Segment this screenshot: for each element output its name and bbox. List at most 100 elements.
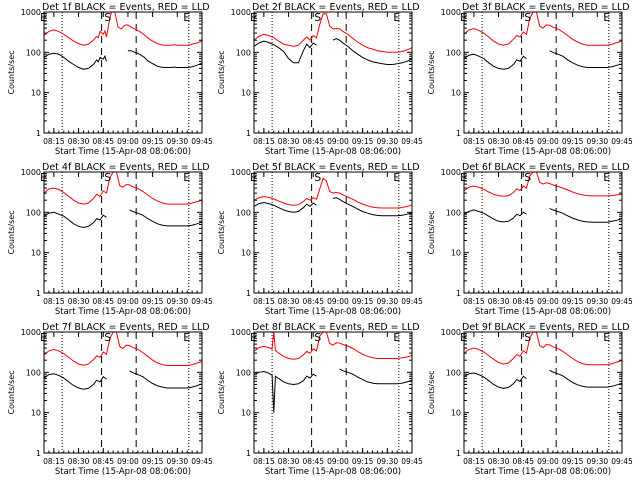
plot-frame — [43, 11, 203, 134]
x-tick-label: 08:15 — [43, 297, 65, 306]
y-tick-label: 10 — [241, 249, 251, 258]
x-tick-label: 09:00 — [117, 137, 139, 146]
chart-title: Det 2f BLACK = Events, RED = LLD — [252, 2, 420, 13]
y-tick-label: 1000 — [441, 168, 461, 177]
interval-marker-label: S — [104, 171, 111, 184]
series-line-events — [253, 197, 413, 217]
series-line-lld — [463, 11, 623, 46]
chart-title: Det 8f BLACK = Events, RED = LLD — [252, 322, 420, 333]
plot-frame — [253, 171, 413, 294]
x-tick-label: 08:30 — [68, 297, 90, 306]
x-tick-label: 09:30 — [167, 297, 189, 306]
y-tick-label: 10 — [451, 89, 461, 98]
x-tick-label: 09:00 — [327, 297, 349, 306]
x-tick-label: 08:15 — [253, 457, 275, 466]
x-axis-label: Start Time (15-Apr-08 08:06:00) — [475, 147, 611, 157]
x-tick-label: 09:30 — [167, 457, 189, 466]
series-line-lld — [253, 331, 413, 360]
y-tick-label: 1 — [36, 289, 41, 298]
series-line-events — [463, 369, 623, 389]
x-tick-label: 08:45 — [302, 297, 324, 306]
chart-title: Det 9f BLACK = Events, RED = LLD — [462, 322, 630, 333]
y-tick-label: 1000 — [21, 8, 41, 17]
y-tick-label: 1 — [246, 449, 251, 458]
x-tick-label: 08:30 — [278, 137, 300, 146]
x-tick-label: 08:30 — [488, 297, 510, 306]
x-tick-label: 09:45 — [191, 297, 213, 306]
series-line-lld — [43, 331, 203, 366]
x-tick-label: 09:00 — [537, 457, 559, 466]
series-line-events — [463, 207, 623, 223]
interval-marker-label: S — [314, 331, 321, 344]
y-tick-label: 1 — [246, 289, 251, 298]
x-tick-label: 08:15 — [43, 137, 65, 146]
series-line-events — [43, 50, 203, 70]
x-tick-label: 08:15 — [463, 457, 485, 466]
interval-marker-label: S — [314, 11, 321, 24]
y-tick-label: 1 — [456, 289, 461, 298]
y-axis-label: Counts/sec — [7, 50, 16, 94]
y-tick-label: 100 — [446, 208, 461, 217]
interval-marker-label: S — [524, 171, 531, 184]
y-tick-label: 1000 — [441, 328, 461, 337]
x-tick-label: 09:15 — [562, 297, 584, 306]
y-axis-label: Counts/sec — [427, 50, 436, 94]
x-tick-label: 08:30 — [278, 297, 300, 306]
y-tick-label: 100 — [446, 368, 461, 377]
x-tick-label: 08:45 — [92, 297, 114, 306]
x-tick-label: 09:45 — [191, 137, 213, 146]
y-axis-label: Counts/sec — [7, 370, 16, 414]
series-line-lld — [463, 331, 623, 366]
series-line-lld — [43, 171, 203, 205]
series-line-events — [463, 50, 623, 70]
y-tick-label: 10 — [31, 249, 41, 258]
x-axis-label: Start Time (15-Apr-08 08:06:00) — [475, 307, 611, 317]
x-tick-label: 09:15 — [142, 457, 164, 466]
x-tick-label: 09:00 — [117, 457, 139, 466]
chart-title: Det 5f BLACK = Events, RED = LLD — [252, 162, 420, 173]
series-line-lld — [43, 11, 203, 46]
y-tick-label: 100 — [236, 48, 251, 57]
chart-title: Det 3f BLACK = Events, RED = LLD — [462, 2, 630, 13]
y-axis-label: Counts/sec — [427, 210, 436, 254]
y-axis-label: Counts/sec — [7, 210, 16, 254]
x-tick-label: 08:30 — [278, 457, 300, 466]
y-tick-label: 1 — [456, 449, 461, 458]
x-axis-label: Start Time (15-Apr-08 08:06:00) — [265, 307, 401, 317]
x-tick-label: 09:15 — [142, 137, 164, 146]
y-tick-label: 1000 — [231, 8, 251, 17]
interval-marker-label: S — [524, 11, 531, 24]
y-tick-label: 100 — [446, 48, 461, 57]
x-tick-label: 08:30 — [68, 137, 90, 146]
interval-marker-label: S — [524, 331, 531, 344]
y-tick-label: 100 — [26, 48, 41, 57]
plot-frame — [463, 171, 623, 294]
y-tick-label: 1 — [36, 129, 41, 138]
x-tick-label: 09:15 — [352, 457, 374, 466]
series-line-lld — [253, 177, 413, 209]
x-tick-label: 08:45 — [512, 457, 534, 466]
x-tick-label: 08:45 — [92, 137, 114, 146]
y-tick-label: 1000 — [21, 168, 41, 177]
y-tick-label: 100 — [26, 368, 41, 377]
x-tick-label: 08:15 — [43, 457, 65, 466]
interval-marker-label: S — [314, 171, 321, 184]
y-tick-label: 1000 — [231, 328, 251, 337]
series-line-events — [43, 209, 203, 229]
plot-frame — [43, 171, 203, 294]
series-line-events — [253, 37, 413, 65]
x-tick-label: 08:30 — [488, 137, 510, 146]
y-tick-label: 1 — [36, 449, 41, 458]
chart-title: Det 4f BLACK = Events, RED = LLD — [42, 162, 210, 173]
x-tick-label: 08:30 — [68, 457, 90, 466]
plot-frame — [463, 331, 623, 454]
interval-marker-label: S — [104, 11, 111, 24]
interval-marker-label: E — [183, 11, 190, 24]
x-tick-label: 09:30 — [377, 137, 399, 146]
y-tick-label: 10 — [451, 249, 461, 258]
